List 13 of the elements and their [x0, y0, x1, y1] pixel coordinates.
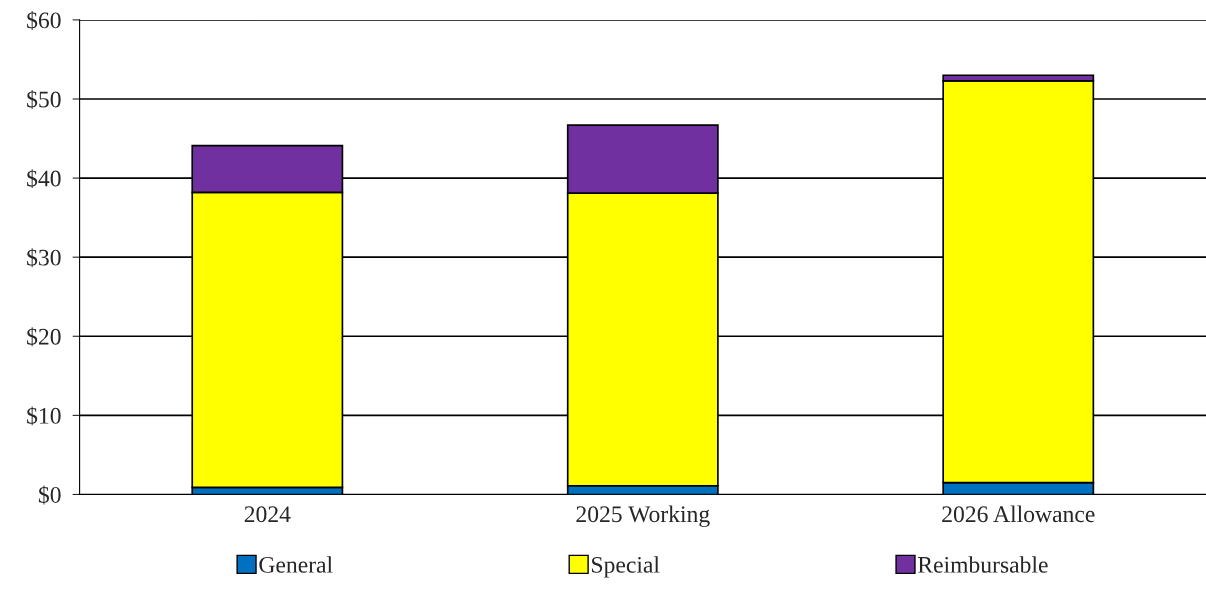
legend-label: Reimbursable [918, 556, 1048, 573]
y-tick-label: $40 [27, 169, 61, 189]
y-tick-label: $10 [27, 406, 61, 426]
y-tick-label: $50 [27, 90, 61, 109]
x-tick-label: 2025 Working [576, 505, 710, 528]
x-tick-label: 2024 [244, 506, 291, 523]
y-tick-label: $0 [38, 485, 61, 505]
y-tick-label: $30 [27, 248, 61, 268]
y-tick-label: $20 [27, 327, 61, 347]
legend-label: Special [592, 556, 660, 578]
y-tick-label: $60 [27, 11, 61, 30]
x-tick-label: 2026 Allowance [942, 505, 1095, 523]
legend-label: General [259, 556, 333, 573]
